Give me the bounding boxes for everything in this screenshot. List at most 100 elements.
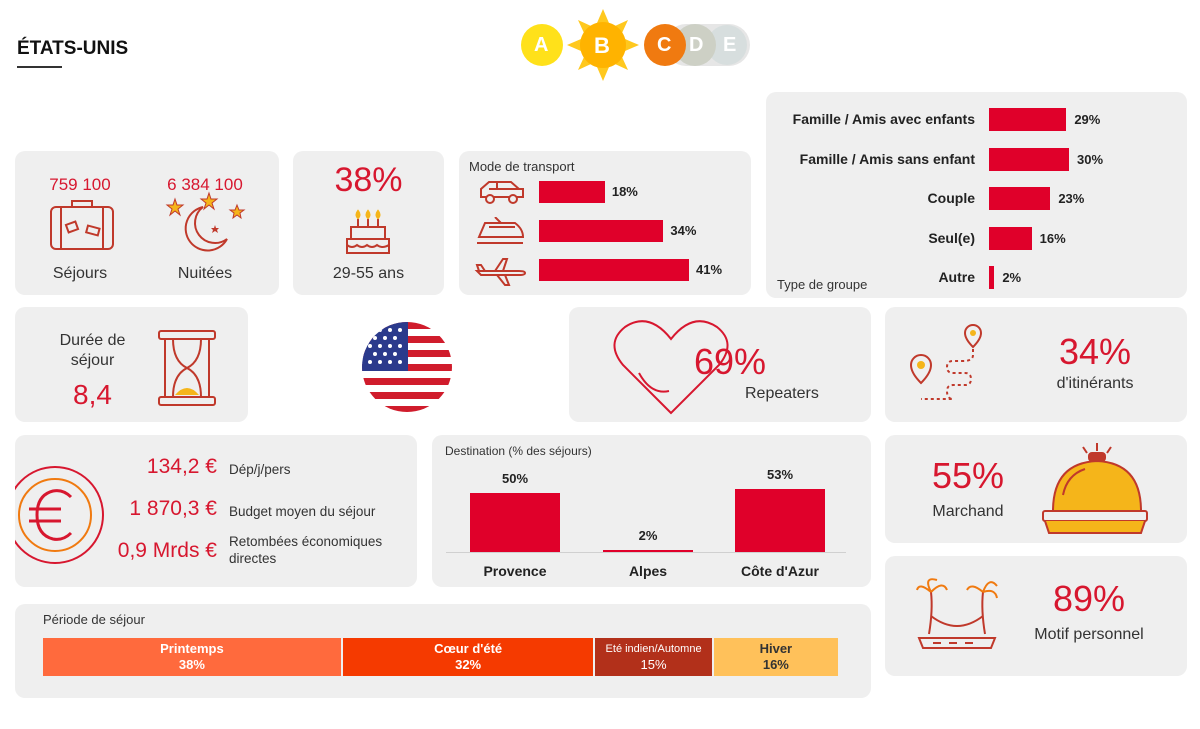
moon-stars-icon <box>165 191 249 255</box>
car-icon <box>477 179 525 207</box>
duration-label-1: Durée de <box>59 332 126 349</box>
period-segment-name: Printemps <box>160 641 224 656</box>
transport-bar <box>539 220 664 242</box>
rating-letter-e: E <box>723 34 737 56</box>
destination-category: Alpes <box>628 563 668 579</box>
repeaters-card: 69% Repeaters <box>569 307 871 422</box>
group-bar <box>989 108 1067 131</box>
group-label: Autre <box>938 269 975 285</box>
period-title: Période de séjour <box>43 612 145 627</box>
spending-value: 134,2 € <box>146 455 217 478</box>
spending-card: 134,2 € Dép/j/pers 1 870,3 € Budget moyen d… <box>15 435 417 587</box>
transport-bar-label: 41% <box>696 262 723 277</box>
motive-card: 89% Motif personnel <box>885 556 1187 676</box>
group-bar-label: 16% <box>1039 230 1066 246</box>
sejours-label: Séjours <box>52 265 108 282</box>
duration-card: Durée de séjour 8,4 <box>15 307 248 422</box>
group-bar <box>989 226 1032 250</box>
us-flag-icon <box>362 322 452 412</box>
duration-label-2: séjour <box>70 352 115 369</box>
group-label: Famille / Amis avec enfants <box>792 111 975 127</box>
period-card: Période de séjour Printemps 38% Cœur d'été… <box>15 604 871 698</box>
route-icon <box>907 321 987 407</box>
rating-letter-c: C <box>657 34 672 56</box>
euro-coin-icon <box>15 463 107 567</box>
period-segment-pct: 38% <box>178 657 205 672</box>
title-underline <box>17 66 62 68</box>
age-label: 29-55 ans <box>332 265 405 282</box>
rating-badge: A B C D E <box>515 8 760 84</box>
period-segment: Printemps 38% <box>43 638 341 676</box>
repeaters-value: 69% <box>694 341 767 382</box>
destination-category: Côte d'Azur <box>741 563 819 579</box>
itinerants-label: d'itinérants <box>1056 375 1134 392</box>
group-title: Type de groupe <box>777 277 868 292</box>
hourglass-icon <box>155 329 219 407</box>
motive-value: 89% <box>1052 578 1126 619</box>
sejours-value: 759 100 <box>49 175 111 194</box>
group-label: Famille / Amis sans enfant <box>799 150 975 167</box>
group-bar-label: 29% <box>1074 112 1101 127</box>
palm-hammock-icon <box>915 574 999 656</box>
group-bar <box>989 147 1069 171</box>
period-segment-name: Hiver <box>759 641 793 656</box>
spending-label: Budget moyen du séjour <box>229 504 376 519</box>
group-bar <box>989 187 1051 210</box>
period-segment-name: Cœur d'été <box>434 641 503 656</box>
repeaters-label: Repeaters <box>745 385 819 402</box>
transport-title: Mode de transport <box>469 159 575 174</box>
destination-bar-label: 53% <box>766 467 794 482</box>
merchant-label: Marchand <box>932 503 1004 520</box>
service-bell-icon <box>1039 441 1149 537</box>
duration-value: 8,4 <box>73 379 112 410</box>
suitcase-icon <box>47 197 117 253</box>
transport-bar <box>539 181 605 203</box>
spending-value: 0,9 Mrds € <box>117 539 217 562</box>
destination-bar-label: 2% <box>638 527 658 543</box>
group-bar <box>989 266 995 289</box>
rating-letter-a: A <box>534 34 549 56</box>
period-segment-pct: 16% <box>762 657 789 672</box>
itinerants-value: 34% <box>1058 331 1132 372</box>
spending-label: Dép/j/pers <box>229 462 291 477</box>
period-segment-pct: 15% <box>640 657 667 672</box>
transport-card: Mode de transport 18% 34% 41% <box>459 151 751 295</box>
stays-card: 759 100 Séjours 6 384 100 Nuitées <box>15 151 279 295</box>
heart-icon <box>611 317 731 417</box>
destination-bar <box>735 489 825 552</box>
nuitees-value: 6 384 100 <box>167 175 243 194</box>
merchant-card: 55% Marchand <box>885 435 1187 543</box>
age-card: 38% 29-55 ans <box>293 151 444 295</box>
period-segment: Cœur d'été 32% <box>342 638 594 676</box>
rating-letter-d: D <box>689 34 704 56</box>
destination-bar <box>603 549 693 552</box>
destination-bar-label: 50% <box>501 470 529 486</box>
group-bar-label: 23% <box>1058 191 1085 206</box>
merchant-value: 55% <box>931 455 1005 496</box>
group-card: Famille / Amis avec enfants 29% Famille / … <box>766 92 1187 298</box>
transport-bar-label: 18% <box>611 184 638 199</box>
group-bar-label: 30% <box>1077 151 1104 167</box>
destination-bar <box>470 492 560 552</box>
period-stacked-bar: Printemps 38% Cœur d'été 32% Eté indien/Auto… <box>43 638 840 676</box>
destination-baseline <box>446 552 846 553</box>
period-segment: Hiver 16% <box>713 638 838 676</box>
rating-letter-b: B <box>594 33 610 58</box>
destination-card: Destination (% des séjours) 50% Provence 2… <box>432 435 871 587</box>
group-label: Couple <box>927 190 975 206</box>
destination-category: Provence <box>483 563 547 579</box>
itinerants-card: 34% d'itinérants <box>885 307 1187 422</box>
spending-value: 1 870,3 € <box>129 497 217 520</box>
spending-label: Retombées économiques directes <box>229 534 383 566</box>
group-label: Seul(e) <box>928 229 975 246</box>
period-segment-pct: 32% <box>455 657 482 672</box>
group-bar-label: 2% <box>1002 270 1022 285</box>
period-segment-name: Eté indien/Automne <box>605 643 702 655</box>
plane-icon <box>473 257 527 287</box>
page-title: ÉTATS-UNIS <box>17 38 129 59</box>
motive-label: Motif personnel <box>1034 626 1144 643</box>
transport-bar <box>539 259 689 281</box>
period-segment: Eté indien/Automne 15% <box>595 638 712 676</box>
nuitees-label: Nuitées <box>177 265 233 282</box>
train-icon <box>475 217 525 247</box>
